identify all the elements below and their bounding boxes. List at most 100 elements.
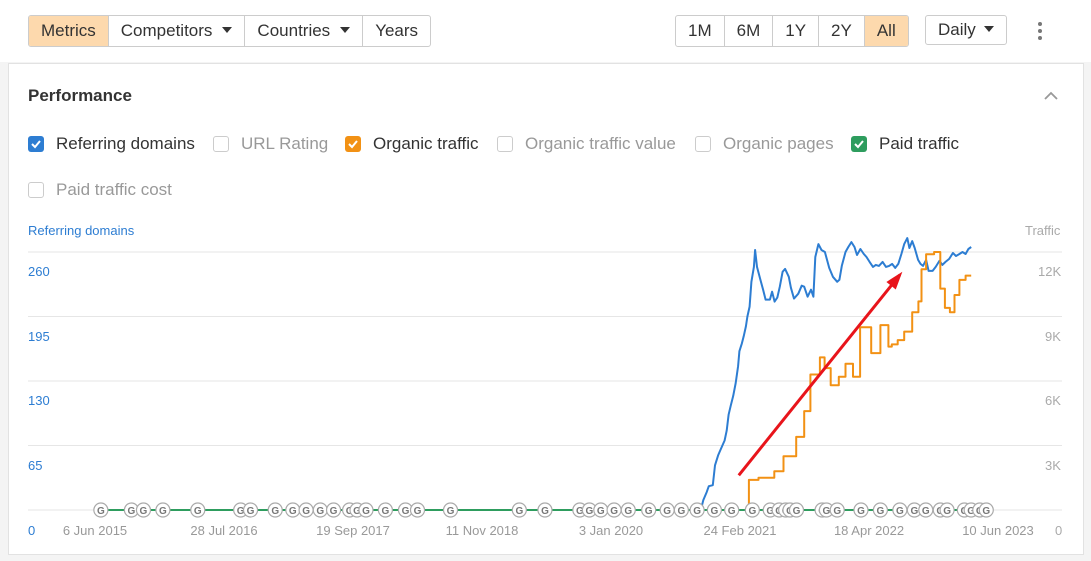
google-update-icon-label: G (766, 506, 774, 517)
kebab-menu-icon[interactable] (1030, 22, 1050, 42)
google-update-icon-label: G (823, 506, 831, 517)
google-update-icon-label: G (576, 506, 584, 517)
google-update-icon-label: G (645, 506, 653, 517)
left-tick-label: 195 (28, 329, 50, 344)
checkbox-organic-pages[interactable]: Organic pages (695, 133, 834, 155)
x-tick-label: 18 Apr 2022 (834, 523, 904, 538)
google-update-icon-label: G (610, 506, 618, 517)
x-tick-label: 3 Jan 2020 (579, 523, 643, 538)
tab-competitors-label: Competitors (120, 21, 213, 40)
google-update-icon (939, 502, 955, 518)
right-tick-label: 6K (1045, 393, 1061, 408)
range-6m[interactable]: 6M (725, 16, 774, 46)
google-update-icon-label: G (982, 506, 990, 517)
checkbox-label: Organic pages (723, 134, 834, 153)
checkbox-label: URL Rating (241, 134, 329, 153)
checkbox-label: Organic traffic (373, 134, 479, 153)
google-update-icon-label: G (663, 506, 671, 517)
google-update-icon (978, 502, 994, 518)
google-update-icon (155, 502, 171, 518)
google-update-icon (673, 502, 689, 518)
google-update-icon (620, 502, 636, 518)
x-tick-label: 24 Feb 2021 (703, 523, 776, 538)
left-tick-label: 0 (28, 523, 36, 538)
caret-down-icon (983, 25, 994, 32)
range-1m[interactable]: 1M (676, 16, 725, 46)
google-update-icon (377, 502, 394, 518)
x-tick-label: 28 Jul 2016 (190, 523, 257, 538)
google-update-icon (689, 502, 705, 518)
left-axis-title: Referring domains (28, 223, 135, 238)
google-update-icon (872, 502, 889, 518)
google-update-icon (190, 502, 206, 518)
right-tick-label: 0 (1055, 523, 1063, 538)
checkbox-url-rating[interactable]: URL Rating (213, 133, 328, 155)
google-update-icon (242, 502, 259, 518)
range-2y[interactable]: 2Y (819, 16, 865, 46)
google-update-icon (641, 502, 657, 518)
google-update-icon (409, 502, 426, 518)
google-update-icon (325, 502, 342, 518)
google-update-icon-label: G (710, 506, 718, 517)
google-update-icon-label: G (316, 506, 324, 517)
google-update-icon-label: G (447, 506, 455, 517)
google-update-icon-label: G (910, 506, 918, 517)
checkbox-paid-traffic-cost[interactable]: Paid traffic cost (28, 179, 172, 201)
checkbox-organic-traffic[interactable]: Organic traffic (345, 133, 479, 155)
checkbox-label: Organic traffic value (525, 134, 676, 153)
right-tick-label: 3K (1045, 458, 1061, 473)
google-update-icon-label: G (748, 506, 756, 517)
range-tabs: 1M 6M 1Y 2Y All (675, 15, 909, 47)
google-update-icon-label: G (967, 506, 975, 517)
google-update-icon-label: G (728, 506, 736, 517)
series-line-referring-domains (699, 237, 972, 511)
google-update-icon-label: G (353, 506, 361, 517)
range-1y[interactable]: 1Y (773, 16, 820, 46)
interval-dropdown[interactable]: Daily (925, 15, 1007, 45)
google-update-icon-label: G (597, 506, 605, 517)
checkbox-label: Paid traffic cost (56, 180, 172, 199)
google-update-icon-label: G (896, 506, 904, 517)
right-tick-label: 9K (1045, 329, 1061, 344)
left-tick-label: 260 (28, 264, 50, 279)
checkbox-paid-traffic[interactable]: Paid traffic (851, 133, 959, 155)
google-update-icon (93, 502, 109, 518)
right-tick-label: 12K (1038, 264, 1062, 279)
tab-metrics-label: Metrics (41, 21, 96, 40)
google-update-icon (829, 502, 845, 518)
performance-panel (8, 63, 1084, 555)
google-update-icon-label: G (302, 506, 310, 517)
google-update-icon-label: G (943, 506, 951, 517)
checkbox-organic-traffic-value[interactable]: Organic traffic value (497, 133, 676, 155)
google-update-icon-label: G (793, 506, 801, 517)
x-tick-label: 19 Sep 2017 (316, 523, 390, 538)
google-update-icon (358, 502, 374, 518)
google-update-icon-label: G (194, 506, 202, 517)
google-update-icon-label: G (128, 506, 136, 517)
tab-countries[interactable]: Countries (245, 16, 364, 46)
google-update-icon-label: G (833, 506, 841, 517)
google-update-icon-label: G (541, 506, 549, 517)
range-all[interactable]: All (864, 16, 908, 46)
google-update-icon-label: G (330, 506, 338, 517)
checkbox-empty-icon (695, 136, 711, 152)
google-update-icon-label: G (237, 506, 245, 517)
tab-years-label: Years (375, 21, 419, 40)
interval-label: Daily (938, 20, 976, 39)
chevron-up-icon[interactable] (1043, 88, 1059, 104)
tab-competitors[interactable]: Competitors (109, 16, 246, 46)
google-update-icon (706, 502, 722, 518)
tab-years[interactable]: Years (363, 16, 430, 46)
google-update-icon (744, 502, 760, 518)
google-update-icon-label: G (586, 506, 594, 517)
google-update-icon (511, 502, 527, 518)
checkbox-empty-icon (497, 136, 513, 152)
x-tick-label: 6 Jun 2015 (63, 523, 127, 538)
checkbox-empty-icon (28, 182, 44, 198)
caret-down-icon (340, 26, 351, 33)
checkmark-icon (851, 136, 867, 152)
checkbox-label: Paid traffic (879, 134, 960, 153)
checkbox-referring-domains[interactable]: Referring domains (28, 133, 195, 155)
tab-metrics[interactable]: Metrics (29, 16, 109, 46)
